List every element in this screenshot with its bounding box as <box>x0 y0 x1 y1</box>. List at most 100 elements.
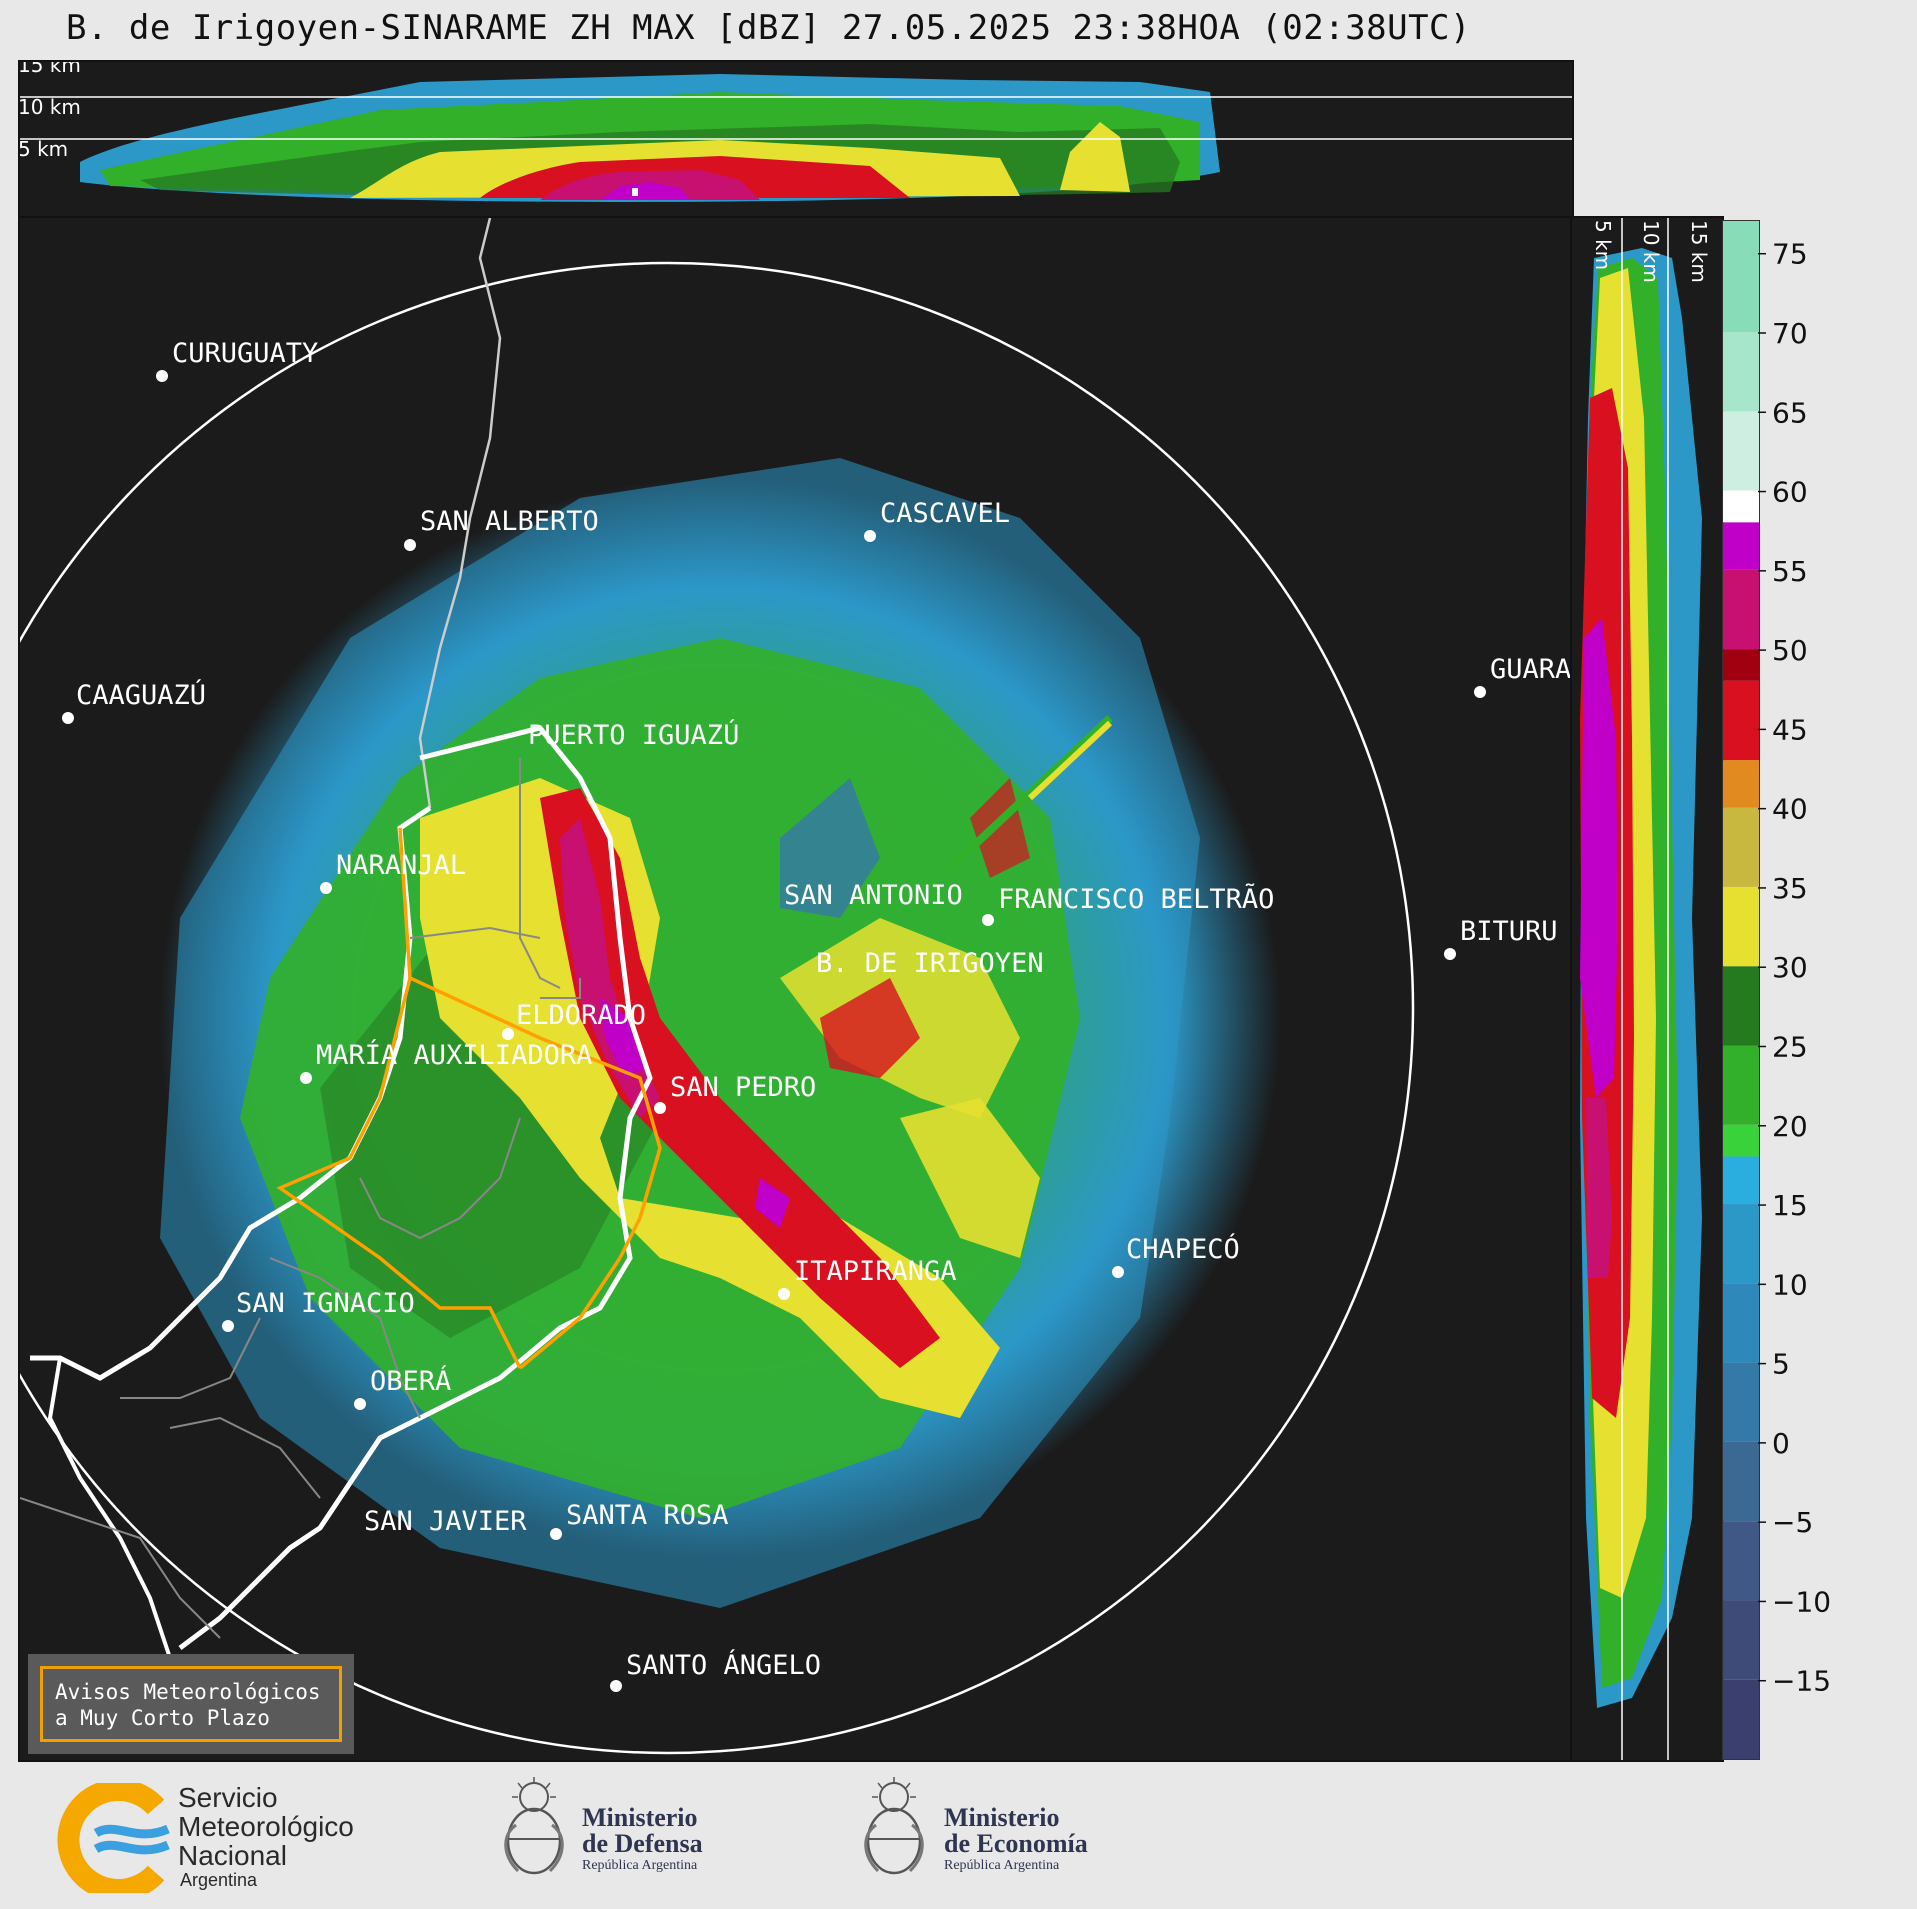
top-cross-section-plot: 15 km 10 km 5 km <box>20 62 1572 202</box>
city-dot-san-alberto <box>404 539 416 551</box>
colorbar-tick-label: 20 <box>1772 1110 1808 1143</box>
city-label-cascavel: CASCAVEL <box>880 498 1010 529</box>
colorbar-band <box>1723 966 1759 1046</box>
range-ring <box>20 261 1415 1755</box>
top-altitude-label-5km: 5 km <box>20 137 68 161</box>
city-label-curuguaty: CURUGUATY <box>172 338 318 369</box>
colorbar-band <box>1723 1283 1759 1363</box>
city-label-bituru: BITURU <box>1460 916 1558 947</box>
smn-logo-icon <box>57 1783 170 1893</box>
colorbar-band <box>1723 490 1759 523</box>
city-dot-eldorado <box>502 1028 514 1040</box>
smn-logo-line-3: Nacional <box>178 1840 287 1871</box>
colorbar-tick-label: −10 <box>1772 1585 1831 1618</box>
top-altitude-label-10km: 10 km <box>20 95 81 119</box>
city-label-santo-angelo: SANTO ÁNGELO <box>626 1649 821 1681</box>
colorbar-band <box>1723 1362 1759 1442</box>
side-altitude-label-10km: 10 km <box>1639 220 1663 283</box>
city-dot-san-ignacio <box>222 1320 234 1332</box>
colorbar-band <box>1723 1156 1759 1205</box>
colorbar-band <box>1723 760 1759 808</box>
city-dot-san-pedro <box>654 1102 666 1114</box>
city-dot-obera <box>354 1398 366 1410</box>
city-dot-maria-auxiliadora <box>300 1072 312 1084</box>
side-cross-section-plot: 5 km 10 km 15 km <box>1580 218 1711 1760</box>
city-label-san-antonio: SAN ANTONIO <box>784 880 963 911</box>
city-label-maria-auxiliadora: MARÍA AUXILIADORA <box>316 1039 592 1071</box>
alert-line-1: Avisos Meteorológicos <box>55 1680 321 1704</box>
colorbar-tick-label: 55 <box>1772 555 1808 588</box>
colorbar-band <box>1723 221 1759 332</box>
city-dot-francisco-beltrao <box>982 914 994 926</box>
colorbar-band <box>1723 1045 1759 1125</box>
argentina-coat-of-arms-icon <box>504 1777 564 1875</box>
colorbar-band <box>1723 649 1759 681</box>
top-altitude-label-15km: 15 km <box>20 62 81 77</box>
economia-logo-line-3: República Argentina <box>944 1858 1060 1873</box>
colorbar-tick-label: −5 <box>1772 1506 1813 1539</box>
colorbar-band <box>1723 886 1759 967</box>
city-label-obera: OBERÁ <box>370 1365 451 1397</box>
colorbar-tick-label: 70 <box>1772 317 1808 350</box>
city-dot-cascavel <box>864 530 876 542</box>
radar-echoes <box>160 458 1280 1608</box>
city-label-chapeco: CHAPECÓ <box>1126 1233 1240 1265</box>
colorbar-tick-label: 75 <box>1772 238 1808 271</box>
side-altitude-label-15km: 15 km <box>1687 220 1711 283</box>
colorbar <box>1722 220 1760 1760</box>
defensa-logo-line-2: de Defensa <box>582 1829 703 1858</box>
city-label-caaguazu: CAAGUAZÚ <box>76 679 206 711</box>
smn-logo-line-1: Servicio <box>178 1782 278 1813</box>
city-dot-curuguaty <box>156 370 168 382</box>
alert-box: Avisos Meteorológicos a Muy Corto Plazo <box>28 1654 354 1754</box>
city-dot-santa-rosa <box>550 1528 562 1540</box>
city-label-puerto-iguazu: PUERTO IGUAZÚ <box>528 719 739 751</box>
colorbar-band <box>1723 411 1759 491</box>
city-label-san-alberto: SAN ALBERTO <box>420 506 599 537</box>
colorbar-tick-label: 25 <box>1772 1030 1808 1063</box>
city-label-naranjal: NARANJAL <box>336 850 466 881</box>
defensa-logo-line-1: Ministerio <box>582 1803 698 1832</box>
city-dot-caaguazu <box>62 712 74 724</box>
city-label-b-de-irigoyen: B. DE IRIGOYEN <box>816 948 1044 979</box>
defensa-logo-line-3: República Argentina <box>582 1858 698 1873</box>
colorbar-tick-label: 35 <box>1772 872 1808 905</box>
colorbar-tick-label: −15 <box>1772 1665 1831 1698</box>
city-label-santa-rosa: SANTA ROSA <box>566 1500 729 1531</box>
colorbar-band <box>1723 569 1759 650</box>
city-label-itapiranga: ITAPIRANGA <box>794 1256 957 1287</box>
city-label-san-pedro: SAN PEDRO <box>670 1072 816 1103</box>
city-label-guara: GUARA <box>1490 654 1571 685</box>
alert-box-frame: Avisos Meteorológicos a Muy Corto Plazo <box>40 1666 342 1742</box>
colorbar-tick-label: 0 <box>1772 1427 1790 1460</box>
city-label-san-javier: SAN JAVIER <box>364 1506 527 1537</box>
smn-logo-line-4: Argentina <box>180 1870 258 1890</box>
city-label-eldorado: ELDORADO <box>516 1000 646 1031</box>
radar-ppi-plot: CURUGUATY SAN ALBERTO CASCAVEL CAAGUAZÚ … <box>20 218 1571 1755</box>
city-dot-bituru <box>1444 948 1456 960</box>
colorbar-band <box>1723 807 1759 887</box>
political-borders <box>20 218 662 1739</box>
colorbar-tick-label: 15 <box>1772 1189 1808 1222</box>
colorbar-tick-label: 60 <box>1772 476 1808 509</box>
side-altitude-label-5km: 5 km <box>1591 220 1615 270</box>
city-dot-naranjal <box>320 882 332 894</box>
economia-logo-line-2: de Economía <box>944 1829 1088 1858</box>
colorbar-band <box>1723 1441 1759 1522</box>
smn-logo-line-2: Meteorológico <box>178 1811 354 1842</box>
economia-logo-line-1: Ministerio <box>944 1803 1060 1832</box>
city-dot-santo-angelo <box>610 1680 622 1692</box>
colorbar-band <box>1723 522 1759 570</box>
chart-title: B. de Irigoyen-SINARAME ZH MAX [dBZ] 27.… <box>66 8 1471 48</box>
colorbar-tick-label: 40 <box>1772 793 1808 826</box>
smn-logo: Servicio Meteorológico Nacional Argentin… <box>56 1775 396 1893</box>
city-dot-itapiranga <box>778 1288 790 1300</box>
colorbar-tick-label: 5 <box>1772 1348 1790 1381</box>
city-dot-chapeco <box>1112 1266 1124 1278</box>
argentina-coat-of-arms-icon <box>864 1777 924 1875</box>
side-cross-section-panel: 5 km 10 km 15 km <box>1570 216 1724 1762</box>
city-dot-guara <box>1474 686 1486 698</box>
economia-logo: Ministerio de Economía República Argenti… <box>854 1775 1134 1885</box>
colorbar-band <box>1723 1204 1759 1284</box>
